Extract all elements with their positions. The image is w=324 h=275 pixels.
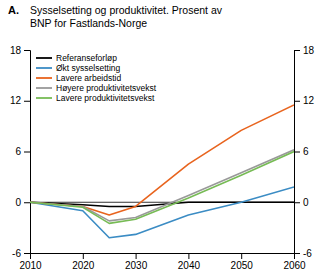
panel-label: A.: [8, 4, 19, 16]
legend-label: Lavere arbeidstid: [56, 73, 121, 83]
title-line: Sysselsetting og produktivitet. Prosent …: [30, 4, 223, 16]
legend-swatch: [36, 67, 52, 69]
legend-label: Høyere produktivitetsvekst: [56, 83, 157, 93]
y-tick-mark: [24, 253, 30, 254]
y-tick-mark: [24, 50, 30, 51]
y2-tick-label: 0: [303, 197, 309, 208]
x-tick: 2010: [19, 253, 42, 271]
legend-label: Økt sysselsetting: [56, 63, 121, 73]
x-tick: 2050: [231, 253, 254, 271]
y2-tick: 6: [294, 146, 309, 157]
x-tick-label: 2030: [125, 260, 148, 271]
y2-tick-label: -6: [303, 248, 312, 259]
chart-container: A. Sysselsetting og produktivitet. Prosen…: [0, 0, 324, 275]
x-tick-mark: [188, 253, 189, 259]
chart-svg: A. Sysselsetting og produktivitet. Prosen…: [0, 0, 324, 275]
y-axis: -6 0 6 12 18: [10, 45, 31, 259]
x-axis-line: [31, 254, 295, 260]
y2-tick-label: 6: [303, 146, 309, 157]
legend-item: Lavere produktivitetsvekst: [36, 93, 155, 103]
y2-tick-mark: [294, 101, 300, 102]
y2-tick-label: 12: [303, 95, 315, 106]
y2-tick: 18: [294, 45, 315, 56]
x-tick-label: 2040: [178, 260, 201, 271]
lines: [30, 105, 294, 238]
legend-label: Referanseforløp: [56, 53, 117, 63]
y2-tick: -6: [294, 248, 312, 259]
legend-swatch: [36, 57, 52, 59]
y2-tick-mark: [294, 50, 300, 51]
title-line: BNP for Fastlands-Norge: [30, 17, 147, 29]
x-tick: 2030: [125, 253, 148, 271]
y2-axis-line: [295, 51, 301, 254]
y2-tick: 12: [294, 95, 315, 106]
y-tick-label: 0: [15, 197, 21, 208]
x-tick-label: 2010: [19, 260, 42, 271]
y2-tick-mark: [294, 202, 300, 203]
series-line: [30, 187, 294, 238]
x-tick-mark: [83, 253, 84, 259]
y-tick-mark: [24, 101, 30, 102]
legend-item: Lavere arbeidstid: [36, 73, 121, 83]
x-tick-mark: [136, 253, 137, 259]
y-tick: 0: [15, 197, 30, 208]
legend-swatch: [36, 97, 52, 99]
y-tick: 18: [10, 45, 30, 56]
x-tick-label: 2020: [72, 260, 95, 271]
x-tick-label: 2050: [231, 260, 254, 271]
x-tick: 2040: [178, 253, 201, 271]
legend-label: Lavere produktivitetsvekst: [56, 93, 155, 103]
y-tick-mark: [24, 152, 30, 153]
title: Sysselsetting og produktivitet. Prosent …: [30, 4, 223, 29]
series-line: [30, 150, 294, 221]
y-tick-label: 6: [15, 146, 21, 157]
y2-tick: 0: [294, 197, 309, 208]
y2-tick-label: 18: [303, 45, 315, 56]
x-axis: 2010 2020 2030 2040 2050 2060: [19, 253, 306, 271]
y2-tick-mark: [294, 152, 300, 153]
y-axis-line: [24, 51, 31, 254]
y-tick: 12: [10, 95, 30, 106]
plot: 201020202030204020502060-6061218-6061218…: [10, 45, 315, 271]
legend-swatch: [36, 87, 52, 89]
y2-axis: -6 0 6 12 18: [294, 45, 315, 259]
y-tick-label: 18: [10, 45, 22, 56]
y-tick-label: 12: [10, 95, 22, 106]
y-tick: -6: [12, 248, 30, 259]
series-line: [30, 152, 294, 224]
y-tick-label: -6: [12, 248, 21, 259]
legend-item: Høyere produktivitetsvekst: [36, 83, 157, 93]
x-tick-mark: [241, 253, 242, 259]
x-tick: 2020: [72, 253, 95, 271]
y2-tick-mark: [294, 253, 300, 254]
legend: ReferanseforløpØkt sysselsettingLavere a…: [36, 53, 157, 103]
y-tick: 6: [15, 146, 30, 157]
y-tick-mark: [24, 202, 30, 203]
legend-swatch: [36, 77, 52, 79]
series-line: [30, 105, 294, 215]
x-tick-label: 2060: [283, 260, 306, 271]
legend-item: Økt sysselsetting: [36, 63, 121, 73]
legend-item: Referanseforløp: [36, 53, 117, 63]
